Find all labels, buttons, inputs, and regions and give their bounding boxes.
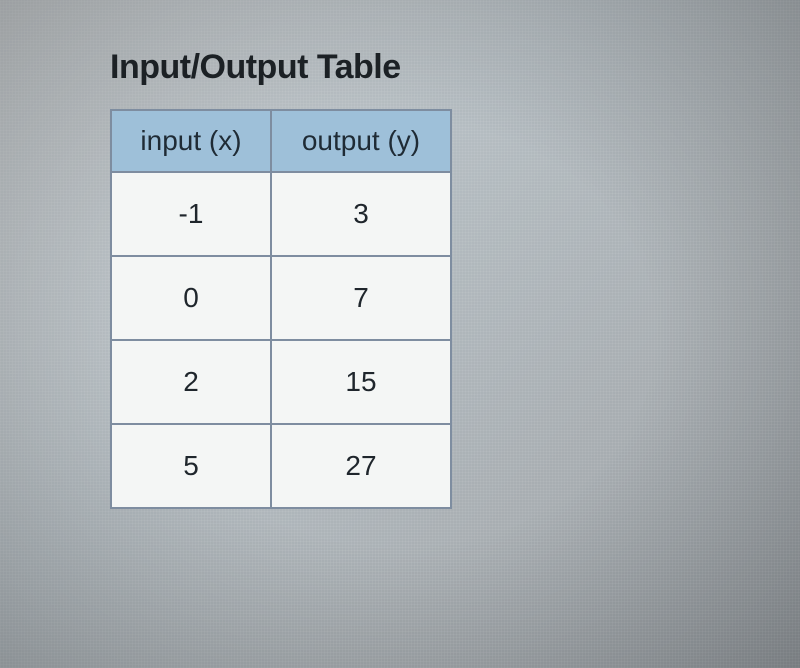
table-row: 2 15 (111, 340, 451, 424)
cell-output: 15 (271, 340, 451, 424)
cell-output: 3 (271, 172, 451, 256)
cell-input: 2 (111, 340, 271, 424)
cell-output: 27 (271, 424, 451, 508)
table-row: -1 3 (111, 172, 451, 256)
cell-input: 0 (111, 256, 271, 340)
cell-input: 5 (111, 424, 271, 508)
content-area: Input/Output Table input (x) output (y) … (0, 0, 800, 509)
io-table: input (x) output (y) -1 3 0 7 2 15 5 27 (110, 109, 452, 509)
col-header-output: output (y) (271, 110, 451, 172)
page-title: Input/Output Table (110, 48, 800, 87)
table-row: 0 7 (111, 256, 451, 340)
cell-output: 7 (271, 256, 451, 340)
cell-input: -1 (111, 172, 271, 256)
col-header-input: input (x) (111, 110, 271, 172)
table-row: 5 27 (111, 424, 451, 508)
table-header-row: input (x) output (y) (111, 110, 451, 172)
